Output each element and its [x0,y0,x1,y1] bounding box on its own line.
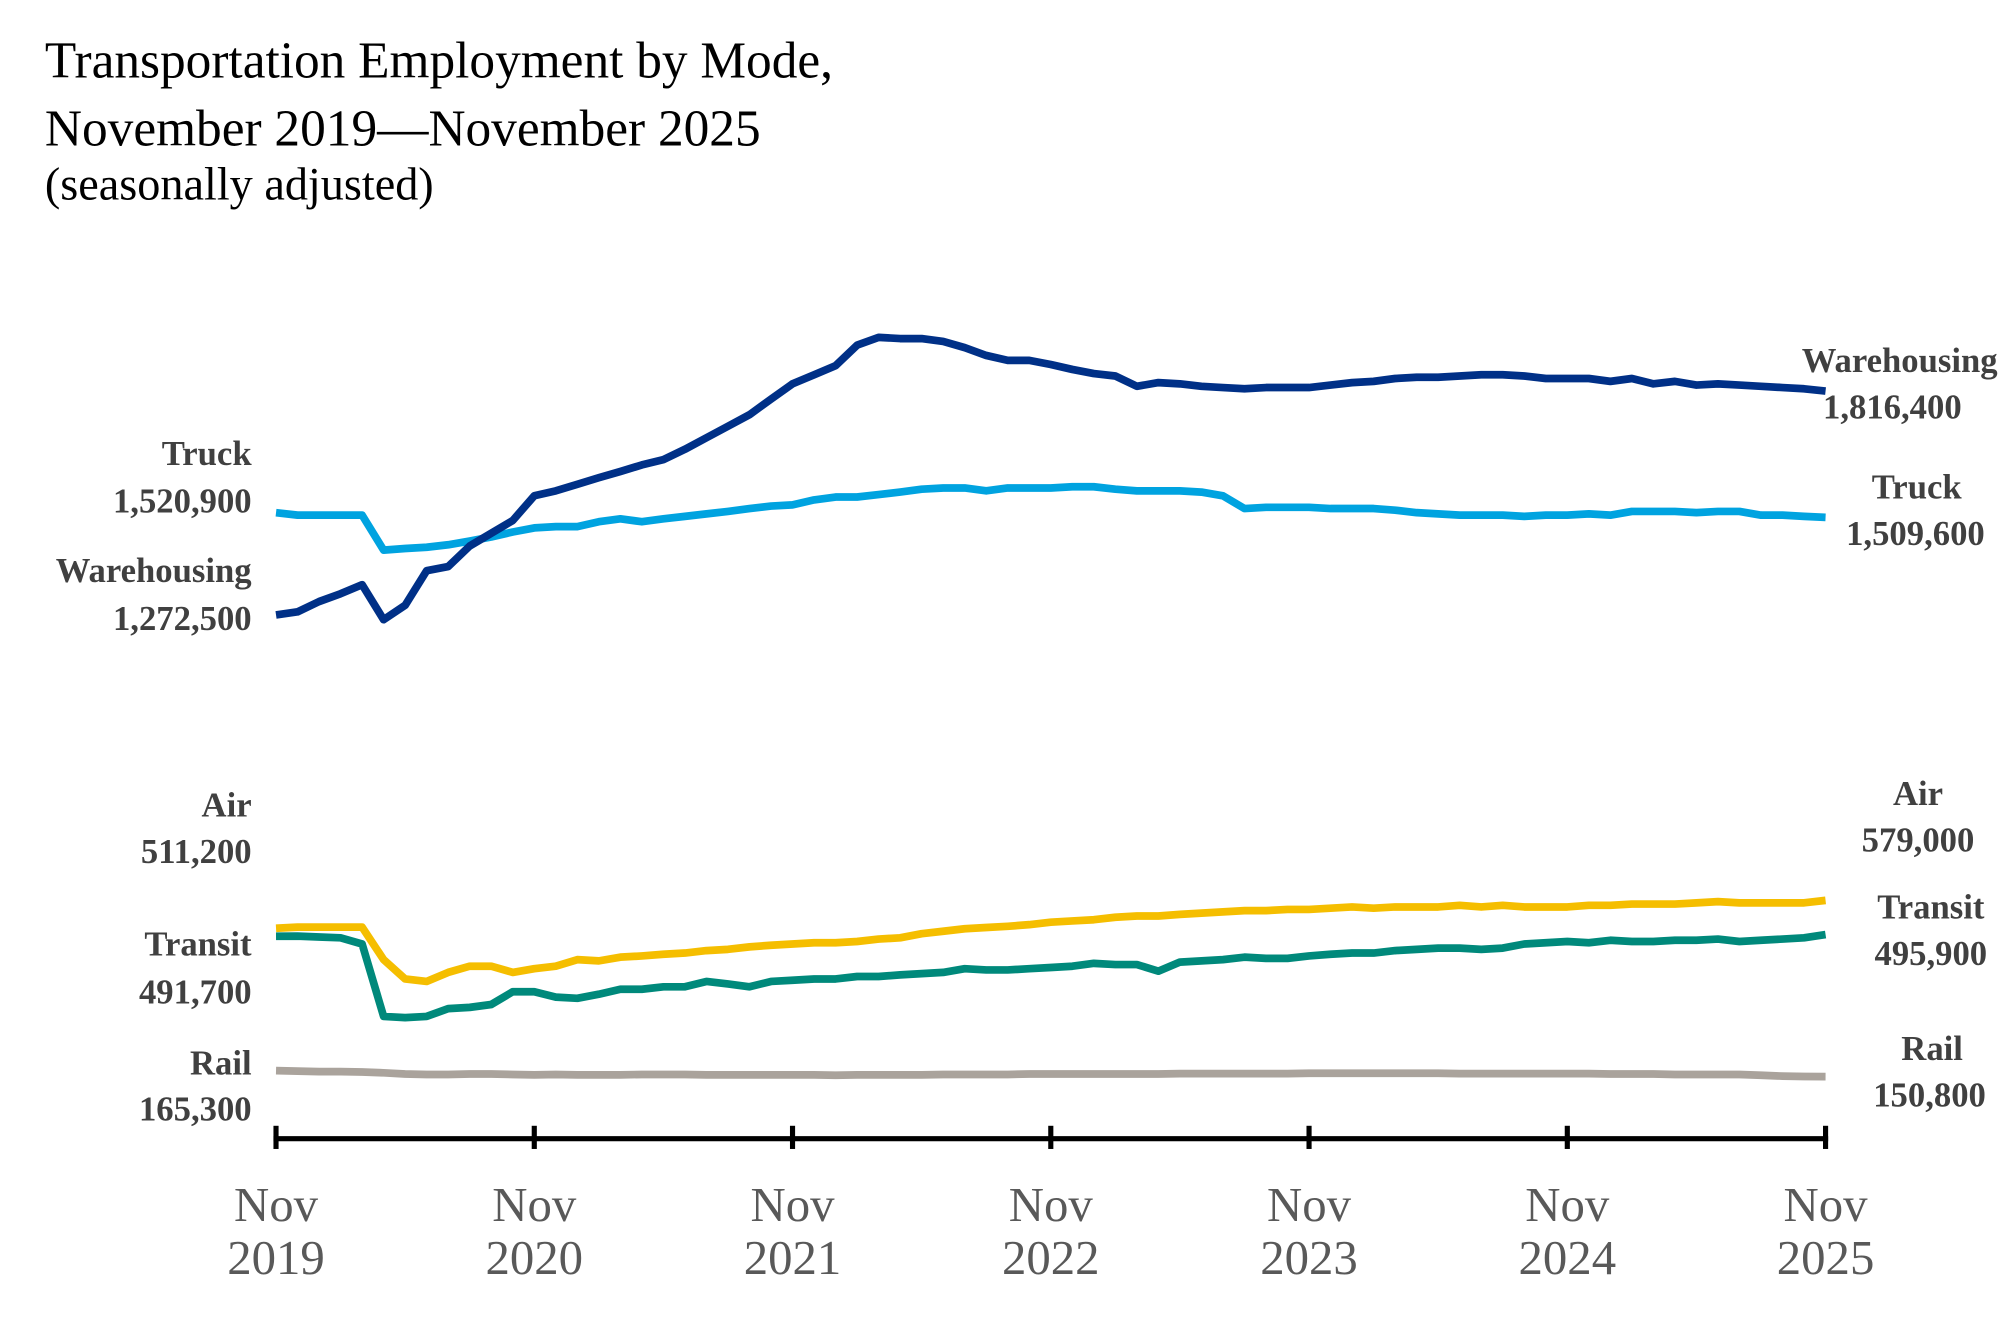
x-tick-label: Nov 2024 [1519,1177,1617,1285]
series-label: Truck [162,434,253,473]
x-tick-label: Nov 2022 [1002,1177,1100,1285]
value-label: 165,300 [139,1090,252,1129]
series-label: Air [202,786,252,825]
value-label: 1,509,600 [1846,514,1985,553]
value-label: 511,200 [141,832,252,871]
chart-title: November 2019—November 2025 [45,100,761,157]
value-label: 495,900 [1875,934,1988,973]
series-line [275,1066,1826,1081]
series-label: Warehousing [56,551,252,590]
chart-subtitle: (seasonally adjusted) [45,160,434,211]
series-line [275,930,1827,1022]
series-line [275,333,1826,624]
chart-title: Transportation Employment by Mode, [45,32,833,89]
series-label: Truck [1872,467,1963,506]
series-label: Air [1893,774,1943,813]
value-label: 150,800 [1873,1075,1986,1114]
value-label: 491,700 [139,972,252,1011]
x-tick-label: Nov 2023 [1260,1177,1358,1285]
x-tick-label: Nov 2019 [227,1177,325,1285]
series-label: Transit [144,925,252,964]
x-tick-label: Nov 2021 [744,1177,842,1285]
value-label: 579,000 [1862,820,1975,859]
series-label: Rail [190,1043,252,1082]
series-label: Warehousing [1802,341,1998,380]
series-line [275,482,1826,554]
value-label: 1,520,900 [113,482,252,521]
series-label: Transit [1877,887,1985,926]
series-line [275,896,1827,986]
value-label: 1,816,400 [1823,388,1962,427]
x-tick-label: Nov 2025 [1777,1177,1875,1285]
series-label: Rail [1901,1029,1963,1068]
x-tick-label: Nov 2020 [485,1177,583,1285]
value-label: 1,272,500 [113,599,252,638]
